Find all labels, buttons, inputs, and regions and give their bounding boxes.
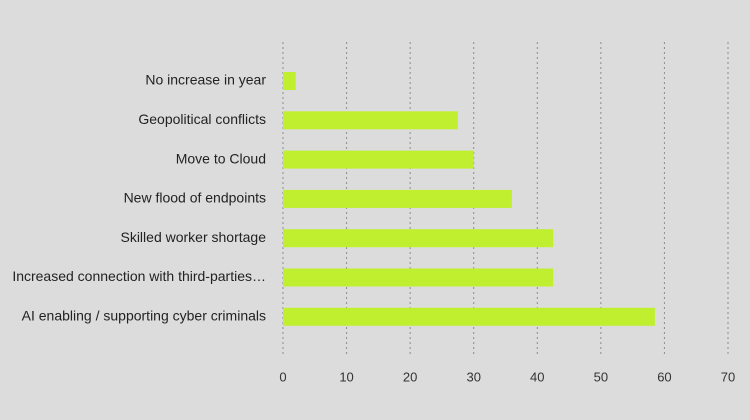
category-label-layer: No increase in year Geopolitical conflict…	[12, 72, 266, 324]
x-tick-label: 0	[279, 369, 286, 384]
x-tick-label: 40	[530, 369, 544, 384]
bar	[283, 268, 554, 287]
category-label: No increase in year	[145, 72, 266, 88]
category-label: Increased connection with third-parties…	[12, 268, 266, 284]
tick-label-layer: 0 10 20 30 40 50 60 70	[279, 369, 735, 384]
category-label: Skilled worker shortage	[120, 229, 266, 245]
bar	[283, 189, 512, 208]
category-label: Geopolitical conflicts	[138, 111, 266, 127]
category-label: Move to Cloud	[176, 150, 266, 166]
bar	[283, 307, 655, 326]
bar	[283, 150, 474, 169]
category-label: New flood of endpoints	[124, 190, 266, 206]
x-tick-label: 10	[339, 369, 353, 384]
bar-layer	[283, 72, 655, 326]
category-label: AI enabling / supporting cyber criminals	[22, 308, 266, 324]
bar	[283, 111, 458, 130]
bar	[283, 229, 554, 248]
x-tick-label: 20	[403, 369, 417, 384]
x-tick-label: 70	[721, 369, 735, 384]
x-tick-label: 60	[657, 369, 671, 384]
x-tick-label: 30	[466, 369, 480, 384]
x-tick-label: 50	[594, 369, 608, 384]
bar	[283, 72, 296, 90]
